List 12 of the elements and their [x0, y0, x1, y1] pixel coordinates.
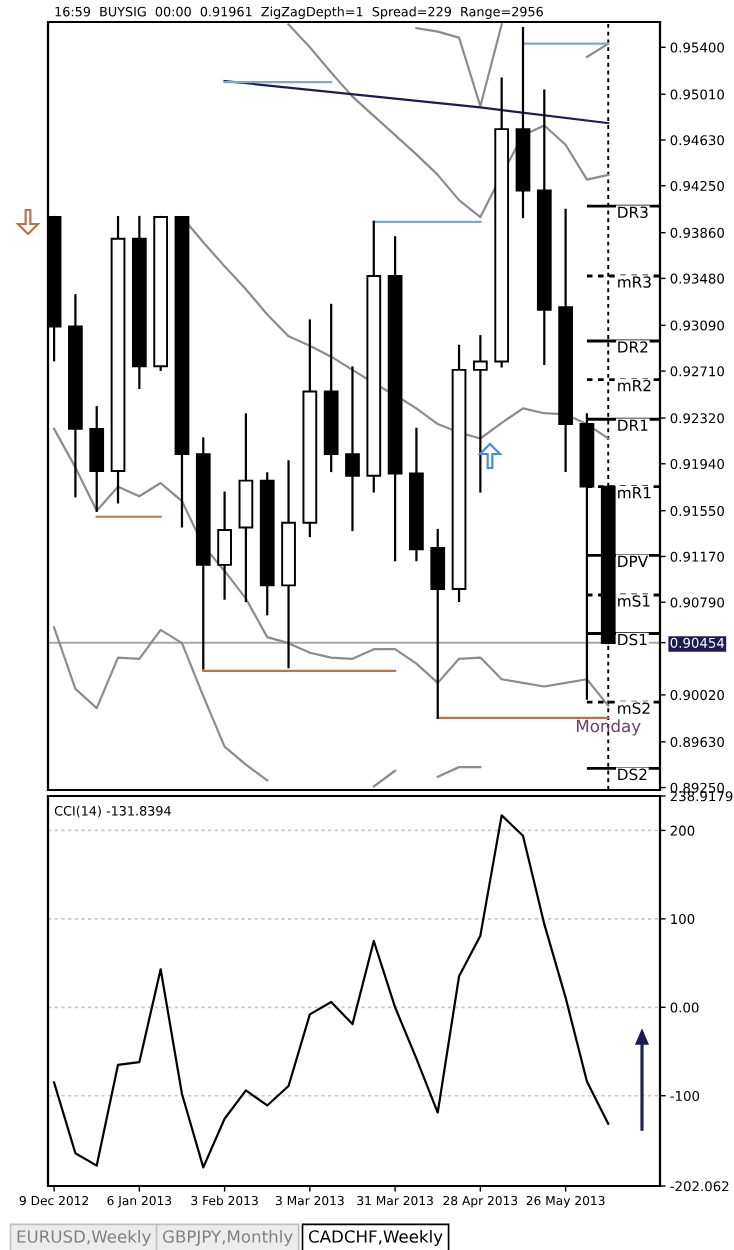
candlestick [238, 413, 254, 603]
text: GBPJPY,Monthly [162, 1229, 293, 1247]
candlestick [345, 366, 360, 532]
line-series [52, 427, 610, 707]
text: CADCHF,Weekly [308, 1229, 443, 1247]
candlestick [89, 406, 105, 512]
candlestick [430, 528, 446, 719]
annotation: Monday [576, 719, 641, 736]
text: EURUSD,Weekly [17, 1229, 151, 1247]
line-series [287, 23, 610, 219]
candlestick [217, 491, 232, 600]
line-series [52, 814, 610, 1169]
